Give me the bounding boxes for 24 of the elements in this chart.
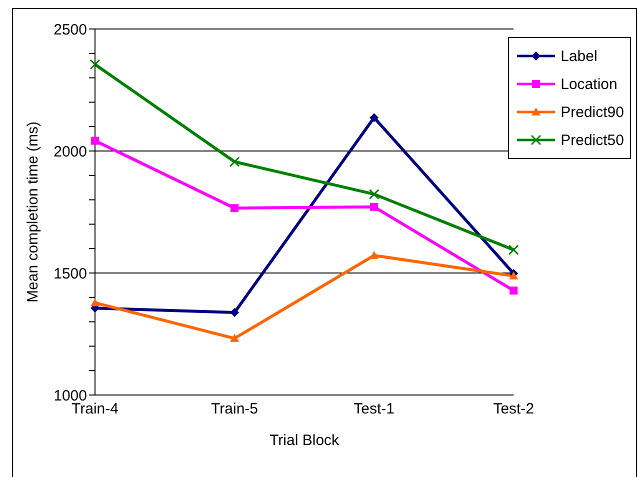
point [90, 298, 100, 306]
x-tick-label: Train-5 [211, 400, 258, 418]
point [230, 204, 239, 212]
point [370, 202, 378, 211]
y-axis-title: Mean completion time (ms) [24, 122, 42, 302]
x-axis-title: Trial Block [270, 432, 340, 449]
legend-label: Location [560, 76, 618, 92]
point [370, 113, 379, 122]
point [230, 308, 240, 318]
legend-label: Label [560, 48, 598, 64]
x-tick-label: Test-2 [493, 400, 534, 418]
point [368, 188, 380, 200]
y-tick-label: 1500 [54, 265, 87, 282]
x-tick-label: Test-1 [354, 400, 395, 418]
legend-label: Predict50 [560, 132, 624, 148]
point [90, 59, 100, 70]
point [91, 136, 99, 145]
point [508, 244, 519, 256]
point [229, 156, 240, 167]
y-tick-label: 2000 [54, 143, 87, 160]
y-tick-label: 2500 [54, 21, 87, 38]
point [230, 334, 240, 342]
point [510, 286, 518, 295]
legend-label: Predict90 [560, 104, 624, 120]
